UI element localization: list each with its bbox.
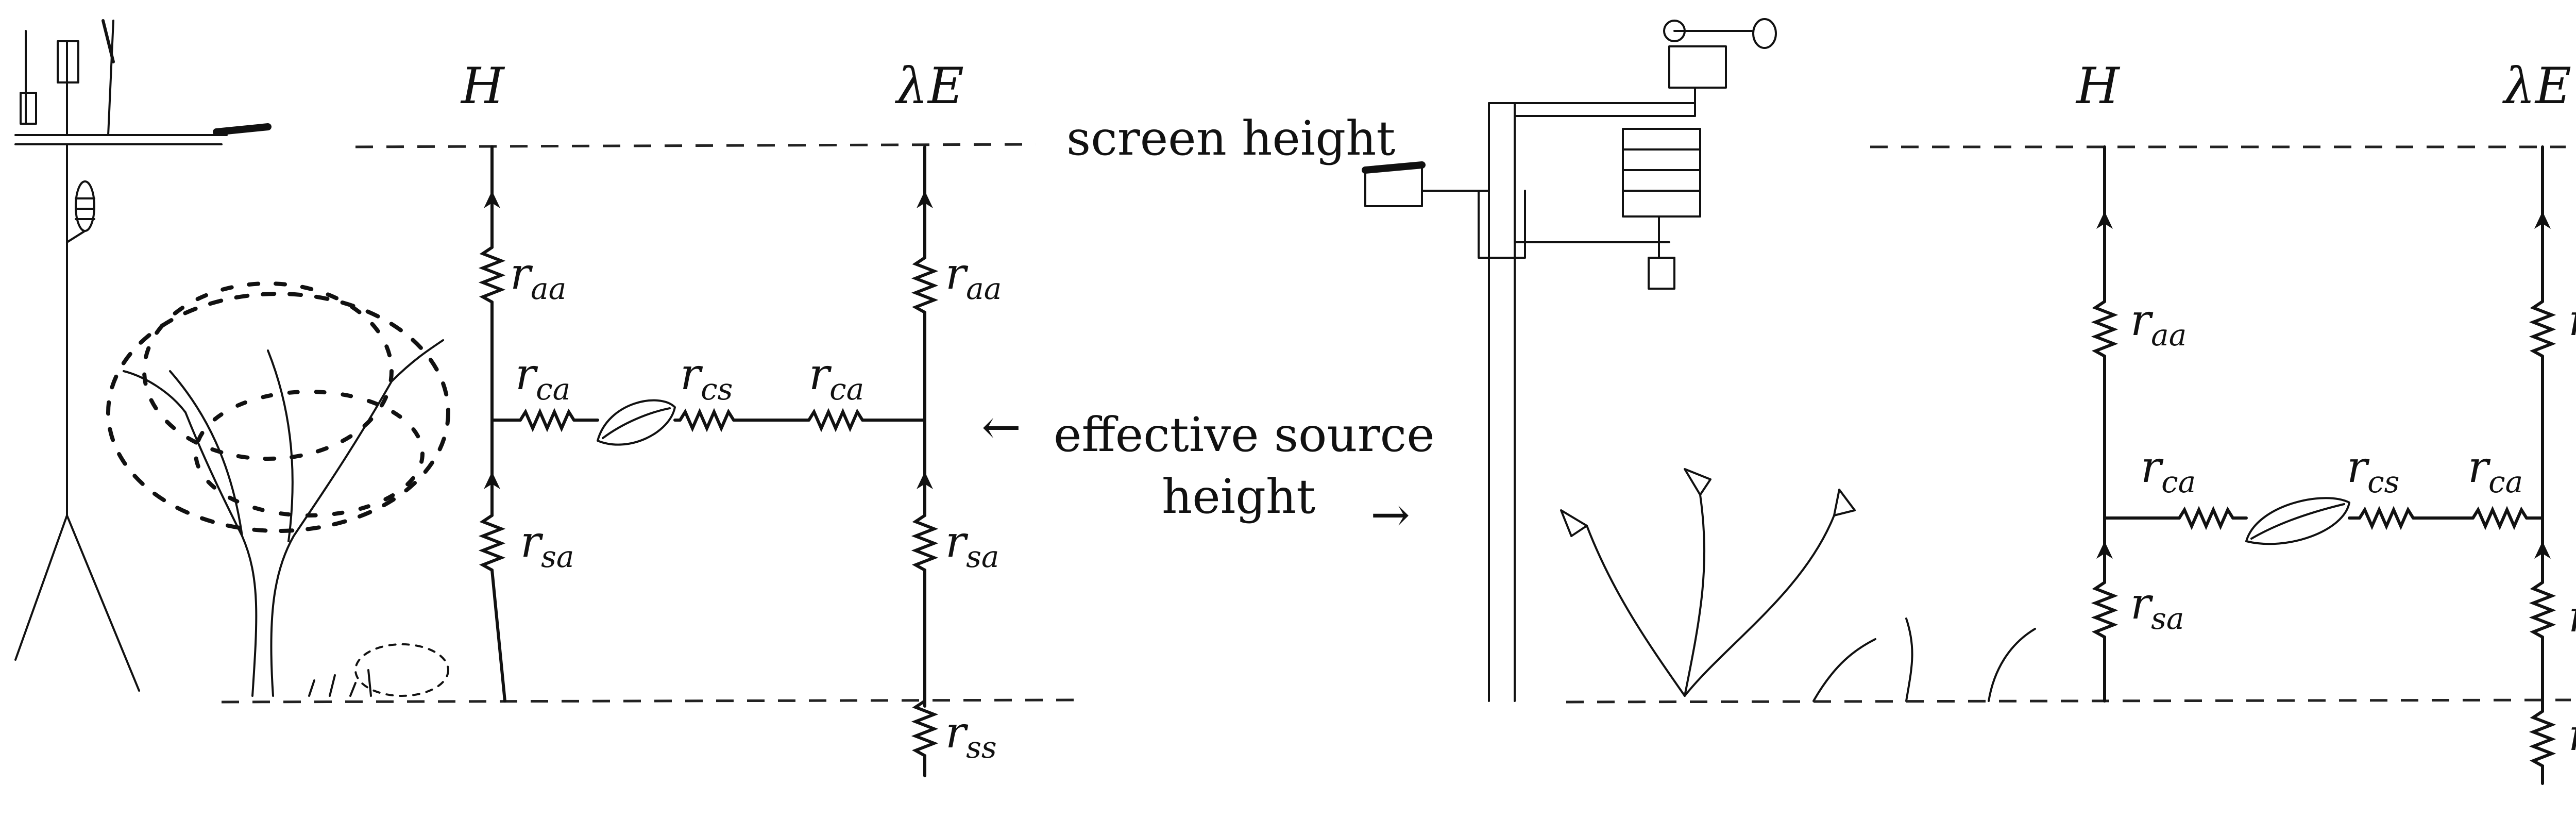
label-r-ca: rca [2141, 442, 2196, 499]
surface-line-left [221, 698, 1077, 704]
label-r-sa: rsa [945, 516, 999, 574]
h-wire-left [478, 145, 506, 703]
label-r-sa: rsa [520, 516, 574, 574]
leaf-icon [2245, 497, 2350, 545]
label-r-aa: raa [945, 248, 1002, 306]
screen-height-label: screen height [1066, 111, 1395, 166]
label-r-aa: raa [2568, 295, 2576, 353]
shrub-sketch-icon [308, 643, 449, 697]
flux-label-h: H [2075, 57, 2121, 115]
label-r-ss: rss [2568, 710, 2576, 767]
effective-source-label-line1: effective source [1054, 407, 1435, 462]
label-r-cs: rcs [680, 349, 733, 407]
le-wire-left [911, 145, 939, 777]
center-labels: screen height ← effective source height … [981, 111, 1435, 542]
surface-line-right [1566, 698, 2571, 704]
arrow-up-icon [2534, 541, 2551, 559]
arrow-right-icon: → [1370, 487, 1410, 542]
label-r-ca: rca [809, 349, 864, 407]
arrow-up-icon [2096, 211, 2113, 229]
arrow-up-icon [2534, 211, 2551, 229]
h-wire-right [2091, 145, 2119, 703]
label-r-ss: rss [945, 707, 997, 765]
right-panel: H λE raa rsa rca rcs rca raa rsa rss [1362, 18, 2576, 785]
label-r-cs: rcs [2347, 442, 2399, 499]
weather-station-sketch-icon [1362, 18, 1777, 702]
canopy-branch-left [490, 399, 926, 446]
tree-sketch-icon [106, 281, 450, 697]
label-r-ca: rca [2468, 442, 2523, 499]
mast-sketch-icon [14, 19, 272, 692]
arrow-up-icon [917, 472, 933, 489]
plant-sketch-icon [1560, 468, 2036, 702]
arrow-left-icon: ← [981, 399, 1021, 455]
arrow-up-icon [484, 191, 500, 208]
label-r-sa: rsa [2130, 578, 2184, 636]
flux-label-le: λE [894, 57, 964, 115]
arrow-up-icon [2096, 541, 2113, 559]
leaf-icon [597, 399, 676, 446]
canopy-branch-right [2103, 497, 2544, 545]
arrow-up-icon [917, 191, 933, 208]
effective-source-label-line2: height [1162, 469, 1315, 524]
screen-height-line-left [355, 143, 1036, 148]
flux-label-le: λE [2502, 57, 2571, 115]
label-r-ca: rca [515, 349, 570, 407]
arrow-up-icon [484, 472, 500, 489]
label-r-sa: rsa [2568, 591, 2576, 649]
label-r-aa: raa [2130, 295, 2187, 353]
le-wire-right [2529, 145, 2556, 785]
flux-label-h: H [460, 57, 505, 115]
label-r-aa: raa [510, 248, 566, 306]
left-panel: H λE raa rsa rca rcs rca raa rsa rss [14, 19, 1077, 777]
